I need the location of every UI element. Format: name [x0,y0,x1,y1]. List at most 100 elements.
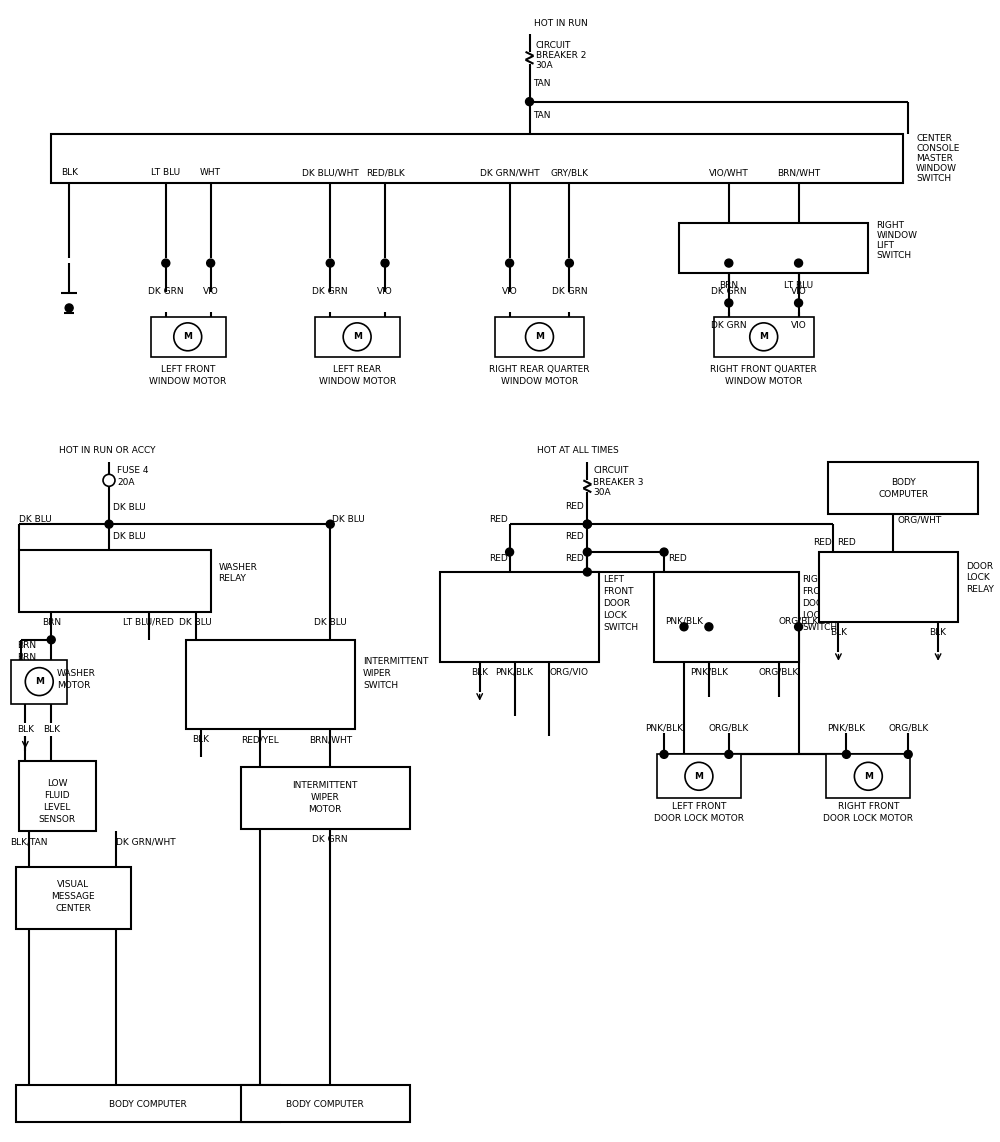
Text: RIGHT FRONT: RIGHT FRONT [838,802,899,811]
Circle shape [65,304,73,312]
Text: PNK/BLK: PNK/BLK [645,724,683,732]
Bar [186,640,355,730]
Text: LEFT FRONT: LEFT FRONT [161,364,215,373]
Bar [16,1085,280,1123]
Text: HOT AT ALL TIMES: HOT AT ALL TIMES [537,445,619,455]
Text: BLK: BLK [471,668,488,677]
Text: CIRCUIT: CIRCUIT [536,41,571,50]
Text: LOCK: LOCK [803,611,826,620]
Text: DOOR: DOOR [603,600,630,609]
Text: MESSAGE: MESSAGE [51,892,95,901]
Text: VIO: VIO [203,287,219,296]
Circle shape [842,750,850,758]
Circle shape [660,750,668,758]
Text: GRY/BLK: GRY/BLK [550,168,588,177]
Text: DK BLU: DK BLU [314,618,347,627]
Circle shape [725,259,733,267]
Circle shape [47,636,55,644]
Text: RED: RED [565,532,584,540]
Text: DOOR LOCK MOTOR: DOOR LOCK MOTOR [654,813,744,822]
Bar [679,223,868,273]
Text: 20A: 20A [117,477,134,486]
Text: BREAKER 3: BREAKER 3 [593,477,644,486]
Bar [16,867,131,928]
Circle shape [105,520,113,528]
Circle shape [207,259,215,267]
Circle shape [526,98,534,106]
Text: RIGHT: RIGHT [876,220,904,230]
Text: VISUAL: VISUAL [57,880,89,890]
Text: WINDOW MOTOR: WINDOW MOTOR [319,377,396,386]
Text: ORG/VIO: ORG/VIO [549,668,588,677]
Text: M: M [694,772,703,781]
Text: BLK: BLK [61,168,78,177]
Text: DK BLU: DK BLU [179,618,212,627]
Text: BODY COMPUTER: BODY COMPUTER [109,1100,187,1109]
Text: VIO: VIO [502,287,517,296]
Text: RED: RED [489,554,508,563]
Text: DK GRN: DK GRN [552,287,587,296]
Text: DK BLU: DK BLU [19,515,52,524]
Text: RIGHT REAR QUARTER: RIGHT REAR QUARTER [489,364,590,373]
Text: LIFT: LIFT [876,241,894,250]
Text: LEFT: LEFT [603,576,624,585]
Circle shape [506,259,514,267]
Text: LEFT FRONT: LEFT FRONT [672,802,726,811]
Text: WINDOW: WINDOW [876,231,917,240]
Text: PNK/BLK: PNK/BLK [496,668,534,677]
Bar [495,316,584,356]
Bar [11,660,67,703]
Text: RED: RED [565,554,584,563]
Text: LT BLU: LT BLU [784,281,813,290]
Text: LOW: LOW [47,779,67,788]
Text: DK GRN: DK GRN [148,287,184,296]
Circle shape [904,750,912,758]
Circle shape [583,568,591,576]
Text: BLK/TAN: BLK/TAN [11,837,48,846]
Text: VIO/WHT: VIO/WHT [709,168,749,177]
Circle shape [583,520,591,528]
Text: SENSOR: SENSOR [39,814,76,823]
Circle shape [705,622,713,630]
Text: CONSOLE: CONSOLE [916,144,960,153]
Text: CENTER: CENTER [916,134,952,143]
Text: DOOR: DOOR [803,600,830,609]
Text: DOOR LOCK MOTOR: DOOR LOCK MOTOR [823,813,913,822]
Bar [819,552,958,622]
Circle shape [565,259,573,267]
Text: DK GRN: DK GRN [312,835,348,844]
Circle shape [725,750,733,758]
Text: BRN: BRN [42,618,61,627]
Text: LT BLU/RED: LT BLU/RED [123,618,174,627]
Text: DOOR: DOOR [966,562,993,571]
Text: BLK: BLK [43,725,60,734]
Circle shape [795,622,803,630]
Text: DK BLU/WHT: DK BLU/WHT [302,168,359,177]
Text: ORG/BLK: ORG/BLK [759,668,799,677]
Text: RED: RED [489,515,508,524]
Text: WIPER: WIPER [363,669,392,678]
Text: PNK/BLK: PNK/BLK [827,724,865,732]
Bar [657,755,741,798]
Text: SWITCH: SWITCH [603,624,638,633]
Text: DK GRN: DK GRN [312,287,348,296]
Text: BRN: BRN [17,653,36,662]
Text: RED: RED [565,501,584,510]
Text: RIGHT FRONT QUARTER: RIGHT FRONT QUARTER [710,364,817,373]
Text: ORG/BLK: ORG/BLK [778,617,819,626]
Text: FUSE 4: FUSE 4 [117,466,148,475]
Circle shape [326,259,334,267]
Text: TAN: TAN [534,79,551,88]
Circle shape [162,259,170,267]
Text: SWITCH: SWITCH [876,250,911,259]
Text: BRN: BRN [719,281,738,290]
Text: DK BLU: DK BLU [113,502,146,512]
Text: WHT: WHT [200,168,221,177]
Text: VIO: VIO [377,287,393,296]
Text: FRONT: FRONT [803,587,833,596]
Text: RIGHT: RIGHT [803,576,831,585]
Text: TAN: TAN [534,111,551,120]
Text: CENTER: CENTER [55,904,91,914]
Text: INTERMITTENT: INTERMITTENT [293,781,358,790]
Text: BRN: BRN [17,642,36,650]
